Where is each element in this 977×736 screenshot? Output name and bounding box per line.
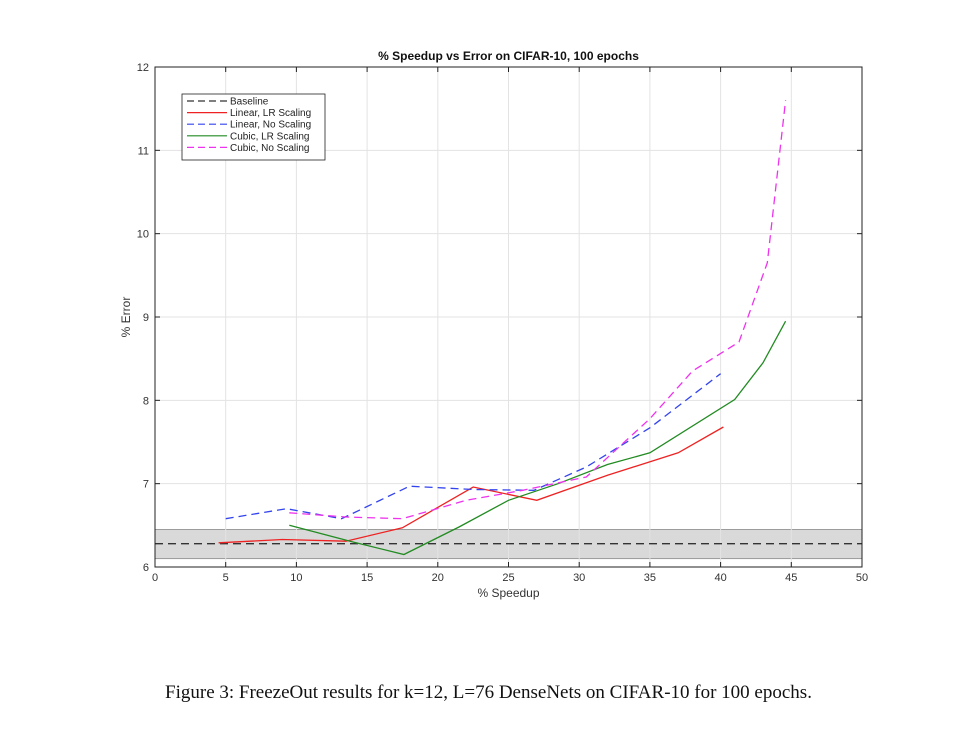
legend-label: Cubic, No Scaling: [230, 143, 309, 154]
x-tick-label: 40: [714, 572, 726, 584]
figure: 0 5 10 15 20 25 30 35 40 45 50 6 7 8 9 10 11 12 % Speedup…: [119, 49, 868, 600]
x-tick-label: 15: [361, 572, 373, 584]
y-tick-label: 9: [143, 312, 149, 324]
figure-caption: Figure 3: FreezeOut results for k=12, L=…: [165, 682, 812, 703]
x-tick-label: 0: [152, 572, 158, 584]
y-tick-label: 6: [143, 562, 149, 574]
series-layer: [155, 100, 862, 556]
legend-box: [181, 93, 326, 161]
x-axis-label: % Speedup: [477, 586, 539, 600]
x-tick-label: 30: [573, 572, 585, 584]
legend-label: Baseline: [230, 97, 269, 108]
series-line: [218, 426, 724, 544]
x-tick-label: 50: [856, 572, 868, 584]
y-tick-label: 11: [138, 145, 149, 157]
legend-label: Linear, No Scaling: [230, 120, 311, 131]
legend-label: Linear, LR Scaling: [230, 108, 311, 119]
x-tick-label: 25: [502, 572, 514, 584]
series-line: [289, 320, 787, 556]
x-tick-label: 5: [223, 572, 229, 584]
y-tick-label: 7: [143, 479, 149, 491]
y-tick-label: 8: [143, 395, 149, 407]
tick-layer: 0 5 10 15 20 25 30 35 40 45 50 6 7 8 9 10 11 12: [137, 62, 868, 584]
y-tick-label: 12: [137, 62, 149, 74]
line-chart: 0 5 10 15 20 25 30 35 40 45 50 6 7 8 9 10 11 12 % Speedup…: [119, 49, 868, 600]
x-tick-label: 35: [644, 572, 656, 584]
legend-label: Cubic, LR Scaling: [230, 131, 309, 142]
chart-title: % Speedup vs Error on CIFAR-10, 100 epoc…: [378, 49, 639, 63]
series-line: [225, 373, 721, 520]
x-tick-label: 10: [290, 572, 302, 584]
series-line: [289, 100, 787, 520]
y-axis-label: % Error: [119, 297, 133, 338]
x-tick-label: 20: [432, 572, 444, 584]
y-tick-label: 10: [137, 229, 149, 241]
x-tick-label: 45: [785, 572, 797, 584]
